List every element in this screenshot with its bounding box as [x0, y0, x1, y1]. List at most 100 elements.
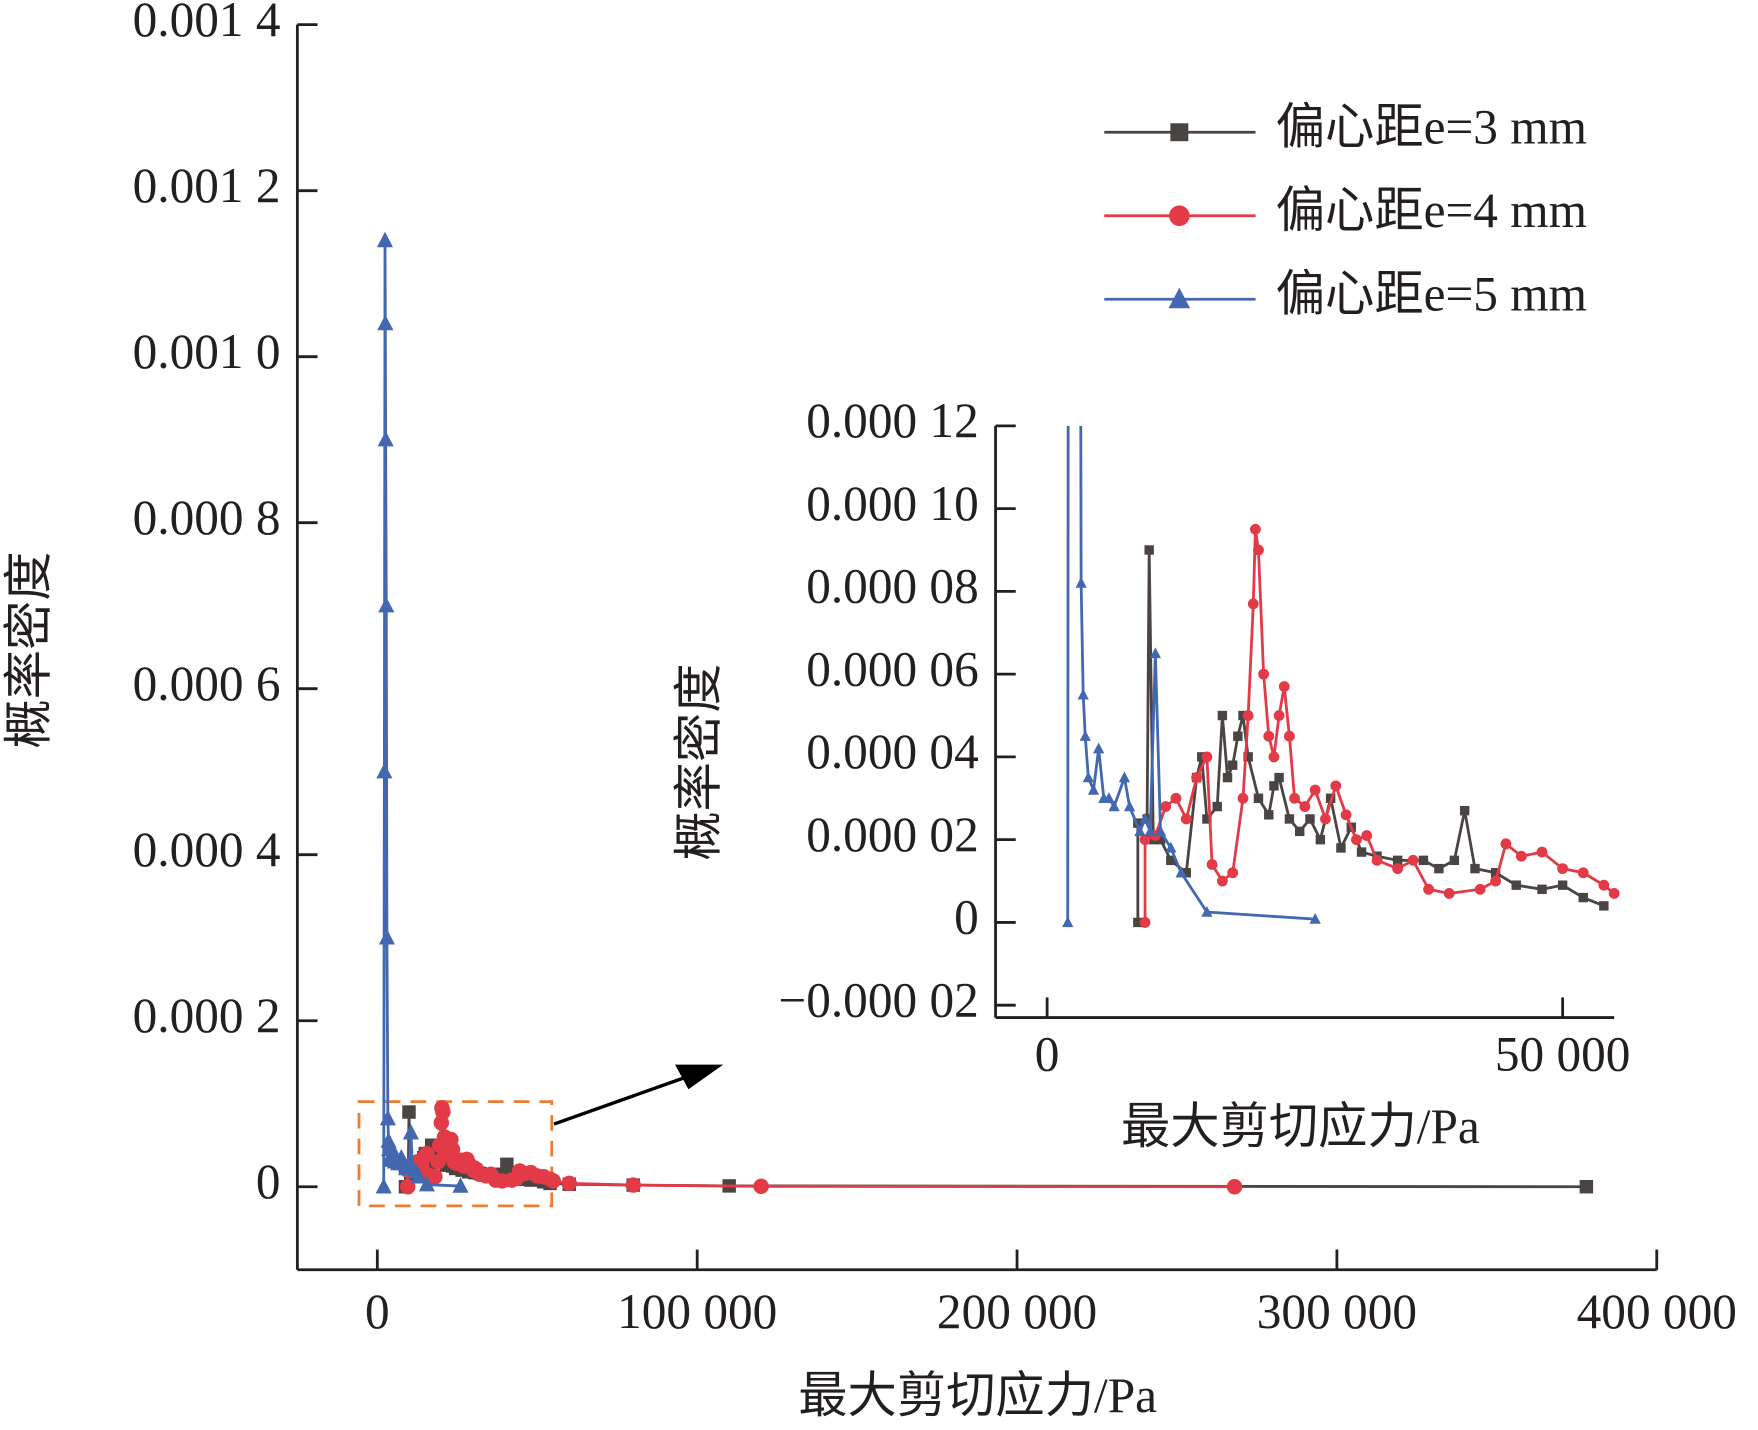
x-axis-label: 最大剪切应力/Pa [798, 1368, 1157, 1423]
marker [1087, 783, 1100, 795]
marker [1079, 730, 1091, 741]
y-tick-label: 0.000 4 [133, 822, 281, 877]
x-tick-label: 50 000 [1495, 1026, 1631, 1081]
marker [435, 1104, 451, 1120]
marker [1168, 287, 1191, 309]
x-tick-label: 100 000 [617, 1284, 777, 1339]
marker [1490, 868, 1501, 878]
marker [1299, 801, 1311, 812]
marker [1108, 800, 1120, 812]
marker [1305, 814, 1315, 824]
marker [1249, 523, 1261, 535]
marker [1154, 825, 1167, 837]
marker [1269, 781, 1279, 791]
marker [1407, 854, 1419, 866]
marker [1268, 751, 1280, 763]
marker [1062, 916, 1074, 928]
marker [1356, 847, 1367, 857]
y-tick-label: 0.000 6 [133, 656, 281, 711]
marker [1170, 123, 1189, 142]
marker [377, 314, 394, 331]
marker [1330, 780, 1342, 792]
y-tick-label: 0.000 8 [133, 490, 281, 545]
marker [376, 231, 394, 248]
marker [1309, 784, 1321, 796]
marker [1459, 805, 1470, 816]
marker [1274, 772, 1284, 783]
marker [1490, 875, 1502, 887]
marker [1118, 771, 1131, 783]
marker [1361, 830, 1373, 841]
marker [1470, 863, 1480, 874]
marker [1273, 710, 1285, 721]
marker [1165, 841, 1177, 853]
marker [1309, 912, 1321, 924]
marker [379, 1109, 396, 1126]
marker [402, 1124, 419, 1140]
marker [1423, 883, 1434, 895]
marker [1144, 825, 1156, 837]
legend-label: 偏心距e=5 mm [1276, 267, 1587, 322]
marker [1392, 855, 1403, 866]
y-tick-label: 0 [256, 1154, 281, 1209]
x-tick-label: 200 000 [937, 1284, 1097, 1339]
x-tick-label: 300 000 [1257, 1284, 1417, 1339]
marker [419, 1145, 435, 1162]
marker [1511, 880, 1521, 890]
marker [375, 1177, 392, 1194]
series-line [382, 240, 461, 1188]
marker [1233, 731, 1243, 741]
marker [418, 1175, 435, 1192]
marker [1206, 859, 1218, 870]
marker [1599, 901, 1609, 911]
marker [1320, 813, 1331, 825]
marker [545, 1173, 561, 1189]
marker [402, 1105, 416, 1119]
marker [1201, 751, 1213, 763]
marker [1144, 545, 1154, 555]
zoom-box [357, 1100, 554, 1208]
marker [1237, 792, 1249, 804]
y-tick-label: 0 [954, 890, 979, 945]
marker [561, 1175, 577, 1192]
marker [378, 596, 395, 613]
marker [1392, 863, 1404, 875]
marker [1289, 792, 1300, 804]
marker [1340, 809, 1352, 821]
x-tick-label: 400 000 [1577, 1284, 1737, 1339]
marker [1075, 576, 1087, 588]
marker [1253, 793, 1264, 803]
marker [1222, 772, 1233, 783]
marker [1263, 730, 1275, 742]
x-axis-label: 最大剪切应力/Pa [1121, 1099, 1480, 1154]
marker [1077, 688, 1089, 700]
marker [1336, 843, 1346, 853]
marker [625, 1177, 641, 1193]
marker [1557, 863, 1569, 875]
arrow-head [675, 1064, 724, 1090]
y-tick-label: 0.000 10 [806, 476, 979, 531]
series-line [1066, 425, 1316, 923]
legend-label: 偏心距e=3 mm [1276, 100, 1587, 155]
y-axis-label: 概率密度 [671, 663, 726, 860]
marker [1578, 892, 1588, 903]
marker [1557, 880, 1568, 890]
marker [1217, 710, 1228, 721]
marker [1242, 710, 1254, 721]
marker [1418, 855, 1429, 866]
marker [1278, 681, 1290, 692]
marker [1371, 854, 1383, 866]
marker [1201, 905, 1213, 917]
marker [1474, 883, 1486, 895]
marker [1449, 855, 1460, 866]
marker [1284, 814, 1295, 824]
y-tick-label: 0.000 04 [806, 724, 979, 779]
marker [427, 1169, 443, 1185]
marker [1169, 205, 1190, 227]
marker [1247, 598, 1259, 610]
marker [1155, 834, 1166, 845]
marker [1536, 846, 1548, 858]
marker [1537, 884, 1547, 895]
